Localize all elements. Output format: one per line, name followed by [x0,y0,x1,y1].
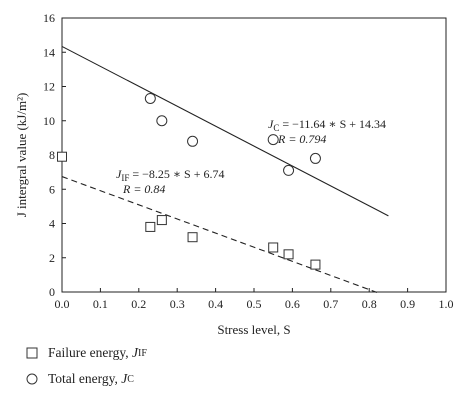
failure-fit-line [61,176,378,293]
failure-fit-equation-r-value: R = 0.84 [122,182,165,196]
failure-fit-equation-lhs: J [116,167,122,181]
total-energy-point [309,152,321,164]
failure-energy-point [187,232,198,243]
y-tick-label: 8 [49,148,55,162]
x-tick-label: 0.4 [208,297,223,311]
legend-symbol-failure: J [131,345,138,360]
annotations-layer: Stress level, S J intergral value (kJ/m²)… [14,93,386,337]
total-fit-equation-lhs-sub: C [273,123,279,133]
legend-symbol-total-sub: C [127,373,134,385]
total-energy-point [267,134,279,146]
failure-energy-point [145,221,156,232]
y-tick-label: 0 [49,285,55,299]
x-tick-label: 0.8 [362,297,377,311]
circle-marker-icon [26,373,38,385]
data-points-layer [57,92,321,270]
x-tick-label: 0.9 [400,297,415,311]
x-tick-label: 0.1 [93,297,108,311]
x-tick-label: 0.3 [170,297,185,311]
x-tick-label: 1.0 [439,297,454,311]
total-fit-equation-text: JC = −11.64 ∗ S + 14.34 [268,117,386,133]
failure-fit-equation-lhs-sub: IF [121,173,129,183]
x-tick-label: 0.2 [131,297,146,311]
x-tick-label: 0.5 [247,297,262,311]
total-energy-point [187,135,199,147]
failure-energy-point [283,249,294,260]
x-tick-label: 0.0 [55,297,70,311]
x-axis-label: Stress level, S [217,322,290,337]
total-fit-line [61,45,389,217]
y-tick-label: 4 [49,217,55,231]
axes-layer: 0.0 0.1 0.2 0.3 0.4 0.5 0.6 0.7 0.8 0.9 1.0 0 2 4 6 8 10… [43,11,454,311]
y-tick-label: 10 [43,114,55,128]
failure-energy-point [156,215,167,226]
legend-label-failure-energy: Failure energy, [48,345,129,360]
failure-energy-point [57,151,67,162]
total-fit-equation-rhs: = −11.64 ∗ S + 14.34 [279,117,386,131]
x-tick-label: 0.6 [285,297,300,311]
total-energy-point [144,92,156,104]
total-energy-point [283,164,295,176]
legend-symbol-failure-sub: IF [137,347,147,359]
fit-lines-layer [61,45,389,293]
total-fit-equation-r-value: R = 0.794 [277,132,326,146]
legend-item-failure-energy: Failure energy, J IF [26,342,147,364]
failure-fit-equation: JIF = −8.25 ∗ S + 6.74R = 0.84 [116,167,224,196]
square-marker-icon [26,347,38,359]
y-tick-label: 2 [49,251,55,265]
y-axis-label: J intergral value (kJ/m²) [14,93,29,218]
failure-energy-point [268,242,279,253]
failure-fit-equation-rhs: = −8.25 ∗ S + 6.74 [129,167,224,181]
x-tick-label: 0.7 [323,297,338,311]
y-tick-label: 12 [43,80,55,94]
legend-label-total-energy: Total energy, [48,371,118,386]
plot-frame [61,17,447,293]
legend-symbol-total: J [121,371,128,386]
total-energy-point [156,115,168,127]
y-tick-label: 16 [43,11,55,25]
total-fit-equation-lhs: J [268,117,274,131]
failure-energy-point [310,259,321,270]
total-fit-equation: JC = −11.64 ∗ S + 14.34R = 0.794 [268,117,386,146]
y-tick-label: 14 [43,45,55,59]
y-tick-label: 6 [49,182,55,196]
failure-fit-equation-text: JIF = −8.25 ∗ S + 6.74 [116,167,224,183]
